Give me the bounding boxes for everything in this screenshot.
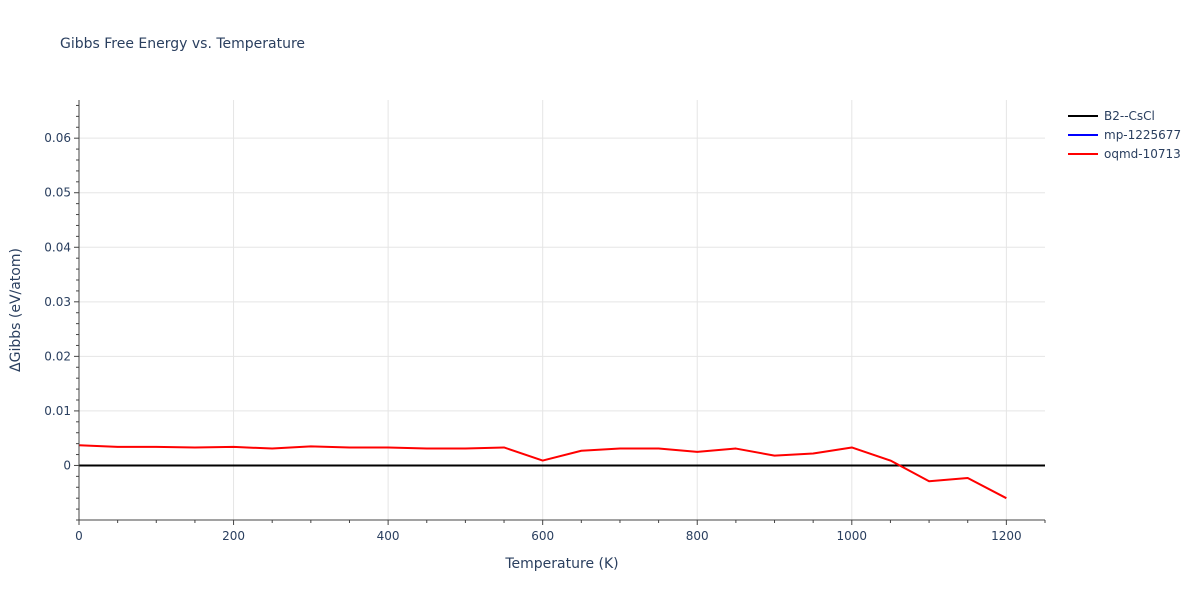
legend-item-oqmd-10713[interactable]: oqmd-10713 [1068,144,1181,163]
x-tick-label: 0 [75,529,83,543]
x-tick-label: 800 [686,529,709,543]
y-tick-label: 0.01 [44,404,71,418]
y-tick-label: 0 [63,458,71,472]
legend-swatch [1068,152,1098,155]
axis-layer: 0 200 400 600 800 1000 1200 0 0.01 0.02 0.03 0.04 0.… [44,100,1046,543]
y-tick-label: 0.06 [44,131,71,145]
legend-swatch [1068,114,1098,117]
legend-label: oqmd-10713 [1104,146,1181,161]
y-tick-label: 0.02 [44,349,71,363]
y-tick-label: 0.03 [44,295,71,309]
legend: B2--CsCl mp-1225677 oqmd-10713 [1068,106,1181,163]
x-tick-label: 1000 [837,529,868,543]
x-tick-label: 1200 [991,529,1022,543]
y-tick-label: 0.05 [44,186,71,200]
x-tick-label: 600 [531,529,554,543]
chart-title: Gibbs Free Energy vs. Temperature [60,36,306,52]
y-axis-title: ΔGibbs (eV/atom) [8,248,24,372]
legend-item-mp-1225677[interactable]: mp-1225677 [1068,125,1181,144]
legend-item-b2-cscl[interactable]: B2--CsCl [1068,106,1181,125]
x-tick-label: 200 [222,529,245,543]
series-layer [78,444,1045,500]
series-line-oqmd-10713 [78,444,1007,500]
x-tick-label: 400 [377,529,400,543]
x-axis-title: Temperature (K) [504,556,618,572]
y-tick-label: 0.04 [44,240,71,254]
legend-label: mp-1225677 [1104,127,1182,142]
legend-swatch [1068,133,1098,136]
grid-layer [79,100,1045,520]
legend-label: B2--CsCl [1104,108,1155,123]
